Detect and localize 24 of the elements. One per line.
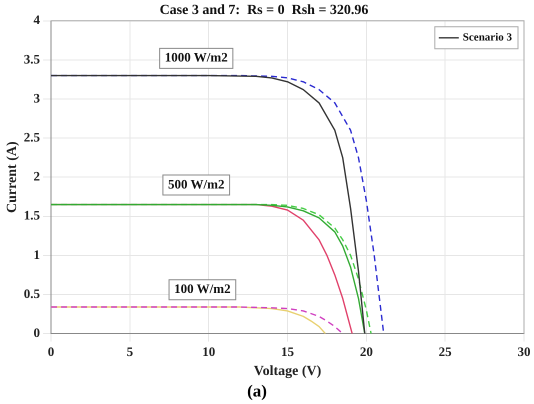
y-tick-label: 1.5: [24, 208, 41, 223]
annotation: 100 W/m2: [174, 281, 231, 296]
y-axis-title: Current (A): [5, 141, 20, 214]
x-tick-label: 20: [360, 344, 373, 359]
y-tick-label: 2: [34, 168, 40, 184]
x-tick-label: 15: [281, 344, 295, 359]
x-tick-label: 25: [438, 344, 452, 359]
x-tick-label: 10: [202, 344, 216, 359]
y-tick-label: 1: [34, 246, 40, 262]
y-tick-label: 0: [34, 324, 40, 340]
annotation: 1000 W/m2: [164, 50, 228, 65]
x-tick-label: 30: [518, 344, 530, 359]
text: (a): [247, 381, 267, 400]
y-tick-label: 3: [34, 90, 41, 106]
x-tick-label: 5: [126, 344, 134, 359]
chart-title: Case 3 and 7: Rs = 0 Rsh = 320.96: [160, 3, 368, 18]
x-axis-title: Voltage (V): [254, 364, 322, 380]
x-tick-label: 0: [48, 344, 54, 359]
annotation: 500 W/m2: [168, 176, 224, 192]
y-tick-label: 3.5: [24, 51, 41, 66]
y-tick-label: 0.5: [24, 286, 41, 301]
legend-label: Scenario 3: [462, 32, 512, 44]
y-tick-label: 4: [34, 12, 41, 28]
y-tick-label: 2.5: [24, 129, 41, 144]
